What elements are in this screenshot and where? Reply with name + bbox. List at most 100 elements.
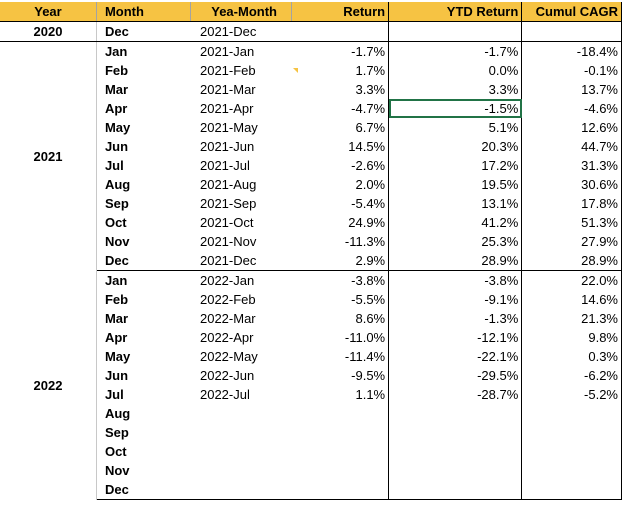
cumul-cagr-cell[interactable]: -6.2%	[521, 366, 622, 385]
year-month-cell[interactable]: 2021-Apr	[199, 101, 254, 116]
cumul-cagr-cell[interactable]: 28.9%	[521, 251, 622, 271]
return-cell[interactable]	[291, 461, 390, 480]
year-month-cell[interactable]: 2021-Jun	[199, 139, 255, 154]
return-cell[interactable]: -5.4%	[291, 194, 390, 213]
year-month-cell[interactable]: 2022-Jan	[199, 273, 255, 288]
ytd-return-cell[interactable]	[388, 404, 523, 423]
return-cell[interactable]: 2.9%	[291, 251, 390, 271]
header-year[interactable]: Year	[0, 2, 97, 22]
cumul-cagr-cell[interactable]: 30.6%	[521, 175, 622, 194]
month-cell[interactable]: Nov	[104, 234, 130, 249]
year-month-cell[interactable]: 2021-Dec	[190, 251, 292, 271]
return-cell[interactable]: 14.5%	[291, 137, 390, 156]
return-cell[interactable]: 1.7%	[291, 61, 390, 80]
year-month-cell[interactable]	[191, 404, 291, 423]
cumul-cagr-cell[interactable]	[521, 461, 622, 480]
return-cell[interactable]	[291, 404, 390, 423]
month-cell[interactable]: Oct	[104, 444, 127, 459]
cumul-cagr-cell[interactable]: 0.3%	[521, 347, 622, 366]
return-cell[interactable]: -2.6%	[291, 156, 390, 175]
month-cell[interactable]: Apr	[104, 330, 128, 345]
cumul-cagr-cell[interactable]: 27.9%	[521, 232, 622, 251]
header-month[interactable]: Month	[96, 2, 192, 22]
month-cell[interactable]: Nov	[104, 463, 130, 478]
month-cell[interactable]: Aug	[104, 177, 131, 192]
ytd-return-cell[interactable]: -12.1%	[388, 328, 523, 347]
return-cell[interactable]: 2.0%	[291, 175, 390, 194]
year-month-cell[interactable]: 2021-Mar	[199, 82, 256, 97]
month-cell[interactable]: Sep	[104, 425, 129, 440]
year-month-cell[interactable]: 2022-Mar	[199, 311, 256, 326]
header-year-month[interactable]: Yea-Month	[190, 2, 292, 22]
cumul-cagr-cell[interactable]: 12.6%	[521, 118, 622, 137]
year-month-cell[interactable]: 2021-Oct	[199, 215, 254, 230]
year-month-cell[interactable]: 2021-Sep	[199, 196, 257, 211]
return-cell[interactable]: -11.3%	[291, 232, 390, 251]
year-month-cell[interactable]: 2022-Jul	[199, 387, 250, 402]
ytd-return-cell[interactable]	[388, 21, 523, 42]
month-cell[interactable]: Dec	[96, 480, 191, 500]
cumul-cagr-cell[interactable]: 9.8%	[521, 328, 622, 347]
year-cell[interactable]: 2022	[0, 270, 97, 500]
year-month-cell[interactable]: 2021-Nov	[199, 234, 257, 249]
ytd-return-cell[interactable]: 3.3%	[388, 80, 523, 99]
cumul-cagr-cell[interactable]	[521, 423, 622, 442]
ytd-return-cell[interactable]: 41.2%	[388, 213, 523, 232]
header-cumul-cagr[interactable]: Cumul CAGR	[521, 2, 622, 22]
ytd-return-cell[interactable]: 25.3%	[388, 232, 523, 251]
cumul-cagr-cell[interactable]: -5.2%	[521, 385, 622, 404]
cumul-cagr-cell[interactable]: 22.0%	[521, 270, 622, 290]
year-month-cell[interactable]: 2021-Aug	[199, 177, 257, 192]
return-cell[interactable]: -5.5%	[291, 290, 390, 309]
ytd-return-cell[interactable]: 20.3%	[388, 137, 523, 156]
month-cell[interactable]: Dec	[96, 251, 191, 271]
year-month-cell[interactable]	[191, 423, 291, 442]
month-cell[interactable]: Feb	[104, 292, 129, 307]
ytd-return-cell[interactable]: 28.9%	[388, 251, 523, 271]
year-month-cell[interactable]: 2022-Apr	[199, 330, 254, 345]
ytd-return-cell[interactable]	[388, 480, 523, 500]
cumul-cagr-cell[interactable]: 13.7%	[521, 80, 622, 99]
cumul-cagr-cell[interactable]	[521, 21, 622, 42]
return-cell[interactable]: 1.1%	[291, 385, 390, 404]
return-cell[interactable]: -11.0%	[291, 328, 390, 347]
return-cell[interactable]: -9.5%	[291, 366, 390, 385]
year-month-cell[interactable]: 2021-May	[199, 120, 258, 135]
month-cell[interactable]: Jun	[104, 368, 129, 383]
year-month-cell[interactable]	[191, 461, 291, 480]
return-cell[interactable]	[291, 442, 390, 461]
ytd-return-cell[interactable]: -1.7%	[388, 41, 523, 61]
ytd-return-cell[interactable]: -1.5%	[388, 99, 523, 118]
ytd-return-cell[interactable]: 19.5%	[388, 175, 523, 194]
year-month-cell[interactable]	[191, 442, 291, 461]
cumul-cagr-cell[interactable]: -18.4%	[521, 41, 622, 61]
cumul-cagr-cell[interactable]	[521, 442, 622, 461]
return-cell[interactable]: 8.6%	[291, 309, 390, 328]
return-cell[interactable]: -3.8%	[291, 270, 390, 290]
ytd-return-cell[interactable]: 17.2%	[388, 156, 523, 175]
return-cell[interactable]	[291, 480, 390, 500]
year-cell[interactable]: 2020	[0, 21, 97, 42]
ytd-return-cell[interactable]: -3.8%	[388, 270, 523, 290]
year-month-cell[interactable]: 2021-Jul	[199, 158, 250, 173]
return-cell[interactable]	[291, 21, 390, 42]
ytd-return-cell[interactable]: -9.1%	[388, 290, 523, 309]
cumul-cagr-cell[interactable]: 31.3%	[521, 156, 622, 175]
return-cell[interactable]: -1.7%	[291, 41, 390, 61]
month-cell[interactable]: Jun	[104, 139, 129, 154]
cumul-cagr-cell[interactable]	[521, 480, 622, 500]
year-month-cell[interactable]: 2022-Feb	[199, 292, 256, 307]
month-cell[interactable]: May	[104, 120, 131, 135]
cumul-cagr-cell[interactable]: -0.1%	[521, 61, 622, 80]
return-cell[interactable]	[291, 423, 390, 442]
month-cell[interactable]: Sep	[104, 196, 129, 211]
ytd-return-cell[interactable]: 13.1%	[388, 194, 523, 213]
cumul-cagr-cell[interactable]: 44.7%	[521, 137, 622, 156]
return-cell[interactable]: -4.7%	[291, 99, 390, 118]
ytd-return-cell[interactable]: -29.5%	[388, 366, 523, 385]
ytd-return-cell[interactable]: -28.7%	[388, 385, 523, 404]
ytd-return-cell[interactable]: 0.0%	[388, 61, 523, 80]
ytd-return-cell[interactable]	[388, 442, 523, 461]
cumul-cagr-cell[interactable]	[521, 404, 622, 423]
month-cell[interactable]: Jul	[104, 158, 124, 173]
